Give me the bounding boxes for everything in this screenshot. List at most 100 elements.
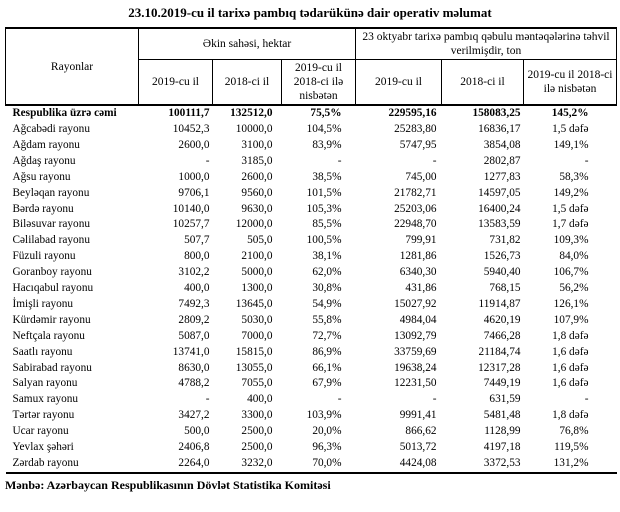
cell: 2100,0: [241, 250, 273, 263]
cell: 1,8 dəfə: [552, 409, 589, 422]
table-row: Biləsuvar rayonu 10257,7 12000,0 85,5% 22948…: [6, 217, 617, 233]
cell: 16400,24: [478, 202, 521, 215]
table-row: Cəlilabad rayonu 507,7 505,0 100,5% 799,91 73…: [6, 233, 617, 249]
cell: 2500,0: [241, 441, 273, 454]
cell: 158083,25: [472, 107, 521, 120]
header-sub-row: 2019-cu il 2018-ci il 2019-cu il 2018-ci…: [6, 59, 617, 107]
table-body: Respublika üzrə cəmi 100111,7 132512,0 75,5…: [6, 105, 617, 473]
cell: 131,2%: [553, 457, 589, 470]
cell: 505,0: [247, 234, 273, 247]
cell: 83,9%: [312, 138, 342, 151]
row-label: Hacıqabul rayonu: [12, 282, 94, 295]
cell: 66,1%: [312, 361, 342, 374]
cell: -: [205, 154, 210, 167]
cell: 13741,0: [172, 345, 210, 358]
cell: 38,5%: [312, 170, 342, 183]
header-group-row: Rayonlar Əkin sahəsi, hektar 23 oktyabr …: [5, 27, 617, 107]
table-row: Hacıqabul rayonu 400,0 1300,0 30,8% 431,86 76…: [6, 281, 617, 297]
cell: 16836,17: [478, 122, 521, 135]
cell: 7000,0: [241, 329, 273, 342]
cell: 13583,59: [478, 218, 521, 231]
cell: 149,2%: [553, 186, 589, 199]
cell: 1,5 dəfə: [552, 122, 589, 135]
table-row: Ucar rayonu 500,0 2500,0 20,0% 866,62 1128,99…: [6, 424, 617, 440]
table-row: Salyan rayonu 4788,2 7055,0 67,9% 12231,50 74…: [6, 376, 617, 392]
table-row: Füzuli rayonu 800,0 2100,0 38,1% 1281,86 1526…: [6, 249, 617, 265]
row-label: Cəlilabad rayonu: [12, 234, 90, 247]
cell: 2600,0: [178, 138, 210, 151]
cell: 1,5 dəfə: [552, 202, 589, 215]
cell: 12317,28: [478, 361, 521, 374]
cell: 96,3%: [312, 441, 342, 454]
cell: 731,82: [489, 234, 521, 247]
cell: 5940,40: [483, 266, 521, 279]
cell: 85,5%: [312, 218, 342, 231]
cell: 2406,8: [178, 441, 210, 454]
cell: 15815,0: [235, 345, 273, 358]
cell: 10257,7: [172, 218, 210, 231]
cell: 100,5%: [306, 234, 342, 247]
cotton-report-table: Rayonlar Əkin sahəsi, hektar 23 oktyabr …: [5, 27, 617, 474]
row-label: Yevlax şəhəri: [12, 441, 74, 454]
cell: 745,00: [405, 170, 437, 183]
table-row: Sabirabad rayonu 8630,0 13055,0 66,1% 19638,…: [6, 361, 617, 377]
table-row: Ağdam rayonu 2600,0 3100,0 83,9% 5747,95 3854…: [6, 138, 617, 154]
column-header-area-ratio: 2019-cu il 2018-ci ilə nisbətən: [281, 59, 356, 107]
cell: 7492,3: [178, 297, 210, 310]
cell: 4197,18: [483, 441, 521, 454]
cell: 3372,53: [483, 457, 521, 470]
row-label: Bərdə rayonu: [12, 202, 74, 215]
row-label: Kürdəmir rayonu: [12, 313, 91, 326]
cell: 3300,0: [241, 409, 273, 422]
row-label: Ağcabədi rayonu: [12, 122, 90, 135]
cell: 3100,0: [241, 138, 273, 151]
cell: 107,9%: [553, 313, 589, 326]
table-header: Rayonlar Əkin sahəsi, hektar 23 oktyabr …: [5, 27, 617, 107]
table-row: Respublika üzrə cəmi 100111,7 132512,0 75,5…: [6, 105, 617, 122]
cell: 1277,83: [483, 170, 521, 183]
cell: 9560,0: [241, 186, 273, 199]
cell: 72,7%: [312, 329, 342, 342]
cell: 1,6 dəfə: [552, 345, 589, 358]
row-label: Ağdam rayonu: [12, 138, 80, 151]
cell: 5013,72: [399, 441, 437, 454]
cell: 4984,04: [399, 313, 437, 326]
cell: 400,0: [247, 393, 273, 406]
row-label: Beyləqan rayonu: [12, 186, 90, 199]
cell: 15027,92: [394, 297, 437, 310]
table-row: Yevlax şəhəri 2406,8 2500,0 96,3% 5013,72 419…: [6, 440, 617, 456]
cell: -: [205, 393, 210, 406]
cell: 105,3%: [306, 202, 342, 215]
row-label: Sabirabad rayonu: [12, 361, 92, 374]
cell: 1300,0: [241, 282, 273, 295]
table-row: Zərdab rayonu 2264,0 3232,0 70,0% 4424,08 337…: [6, 456, 617, 473]
cell: 21782,71: [394, 186, 437, 199]
cell: -: [432, 393, 437, 406]
source-note: Mənbə: Azərbaycan Respublikasının Dövlət…: [5, 477, 331, 492]
cell: 126,1%: [553, 297, 589, 310]
cell: 13092,79: [394, 329, 437, 342]
row-label: Ağsu rayonu: [12, 170, 71, 183]
row-label: Tərtər rayonu: [12, 409, 75, 422]
cell: 67,9%: [312, 377, 342, 390]
column-group-delivered-tons: 23 oktyabr tarixə pambıq qəbulu məntəqəl…: [355, 27, 617, 61]
cell: 119,5%: [554, 441, 589, 454]
cell: 7055,0: [241, 377, 273, 390]
cell: 103,9%: [306, 409, 342, 422]
cell: -: [584, 393, 589, 406]
column-header-tons-ratio: 2019-cu il 2018-ci ilə nisbətən: [523, 59, 617, 107]
table-row: Ağcabədi rayonu 10452,3 10000,0 104,5% 25283…: [6, 122, 617, 138]
cell: 5481,48: [483, 409, 521, 422]
cell: 2264,0: [178, 457, 210, 470]
cell: 10452,3: [172, 122, 210, 135]
page-title: 23.10.2019-cu il tarixə pambıq tədarükün…: [128, 5, 492, 20]
row-label: Füzuli rayonu: [12, 250, 76, 263]
table-row: Saatlı rayonu 13741,0 15815,0 86,9% 33759,69…: [6, 345, 617, 361]
cell: 10140,0: [172, 202, 210, 215]
cell: 1281,86: [399, 250, 437, 263]
cell: 5747,95: [399, 138, 437, 151]
cell: 20,0%: [312, 425, 342, 438]
cell: -: [432, 154, 437, 167]
cell: 38,1%: [312, 250, 342, 263]
cell: 431,86: [405, 282, 437, 295]
